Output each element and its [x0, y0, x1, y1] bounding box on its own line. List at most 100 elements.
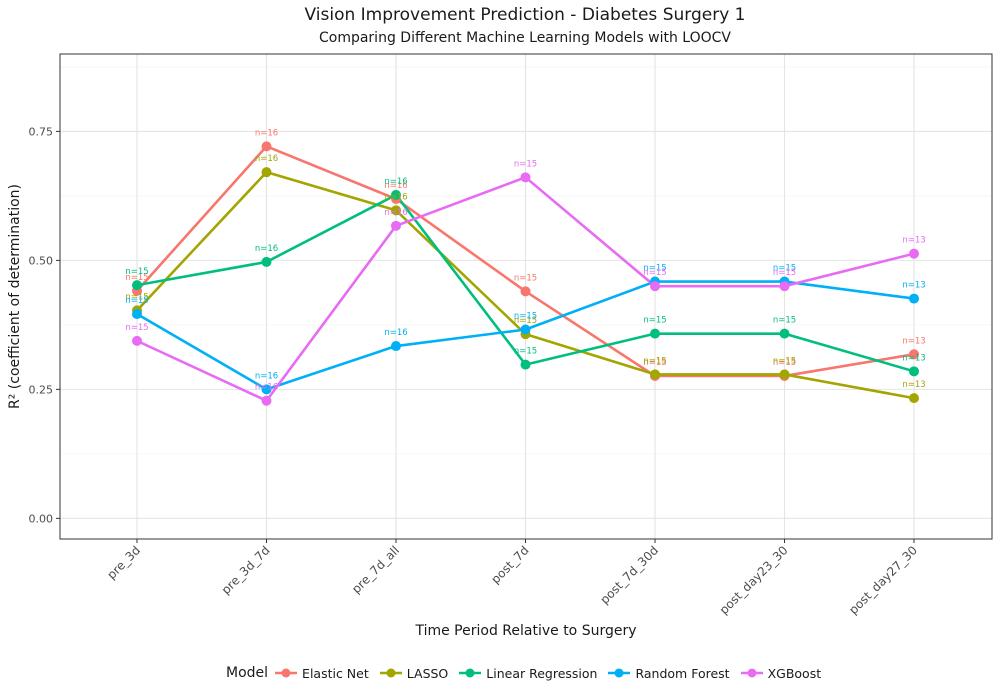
legend-key-point: [386, 668, 396, 678]
data-point: [391, 220, 401, 231]
data-label: n=16: [255, 371, 278, 381]
legend-key: [275, 668, 298, 678]
legend-key-point: [465, 668, 475, 678]
y-tick-label: 0.00: [29, 512, 54, 525]
data-point: [391, 205, 401, 216]
legend-item: XGBoost: [740, 665, 822, 681]
legend-key-point: [281, 668, 291, 678]
data-label: n=13: [902, 336, 925, 346]
data-label: n=15: [125, 296, 148, 306]
data-point: [779, 328, 790, 339]
x-tick-label: pre_3d: [104, 543, 143, 582]
data-point: [391, 341, 401, 352]
x-tick-label: post_7d_30d: [597, 543, 661, 607]
data-label: n=15: [773, 264, 796, 274]
x-tick-label: post_7d: [488, 543, 531, 586]
legend-label: LASSO: [406, 665, 449, 681]
legend-key: [740, 668, 763, 678]
data-label: n=16: [384, 177, 407, 187]
data-point: [520, 359, 531, 370]
y-axis-label: R² (coefficient of determination): [7, 184, 23, 409]
data-point: [909, 248, 919, 259]
data-label: n=15: [773, 358, 796, 368]
data-point: [650, 328, 660, 339]
data-point: [909, 349, 919, 360]
data-label: n=15: [514, 159, 537, 169]
legend-label: XGBoost: [767, 665, 822, 681]
data-label: n=15: [773, 316, 796, 326]
data-point: [520, 172, 531, 183]
data-label: n=15: [643, 356, 666, 366]
legend-label: Random Forest: [635, 665, 730, 681]
chart-title: Vision Improvement Prediction - Diabetes…: [304, 5, 746, 25]
legend-key-point: [747, 668, 757, 678]
data-point: [132, 280, 142, 291]
legend-item: Linear Regression: [458, 665, 597, 681]
data-point: [650, 369, 660, 380]
data-point: [391, 189, 401, 200]
data-label: n=16: [255, 128, 278, 138]
data-point: [261, 384, 272, 395]
data-point: [909, 293, 919, 304]
data-point: [261, 395, 272, 406]
data-label: n=16: [384, 181, 407, 191]
legend-item: Random Forest: [607, 665, 730, 681]
data-point: [909, 393, 919, 404]
data-point: [520, 286, 531, 297]
data-label: n=15: [643, 316, 666, 326]
data-label: n=15: [514, 273, 537, 283]
y-tick-label: 0.25: [29, 383, 54, 396]
legend-label: Elastic Net: [302, 665, 369, 681]
data-point: [261, 167, 272, 178]
data-label: n=16: [255, 383, 278, 393]
data-label: n=16: [384, 192, 407, 202]
data-label: n=15: [125, 292, 148, 302]
data-point: [779, 281, 790, 292]
data-label: n=16: [255, 154, 278, 164]
data-label: n=16: [255, 244, 278, 254]
chart-subtitle: Comparing Different Machine Learning Mod…: [318, 30, 731, 46]
legend-item: LASSO: [379, 665, 449, 681]
data-label: n=13: [902, 236, 925, 246]
legend-key-point: [614, 668, 624, 678]
data-point: [132, 309, 142, 320]
data-label: n=15: [125, 323, 148, 333]
data-label: n=15: [643, 358, 666, 368]
legend-item: Elastic Net: [274, 665, 369, 681]
x-tick-label: pre_3d_7d: [219, 543, 273, 597]
data-point: [650, 281, 660, 292]
data-label: n=13: [902, 281, 925, 291]
data-point: [779, 369, 790, 380]
data-point: [909, 366, 919, 377]
legend-key: [379, 668, 402, 678]
x-axis-label: Time Period Relative to Surgery: [414, 623, 636, 639]
data-label: n=16: [384, 328, 407, 338]
legend-label: Linear Regression: [486, 665, 598, 681]
legend-key: [608, 668, 631, 678]
data-label: n=16: [384, 208, 407, 218]
data-label: n=15: [773, 268, 796, 278]
x-tick-label: post_day27_30: [846, 543, 920, 617]
legend: Model Elastic Net LASSO Linear Regression R…: [226, 662, 831, 684]
data-label: n=15: [514, 316, 537, 326]
x-tick-label: post_day23_30: [717, 543, 791, 617]
data-label: n=15: [125, 273, 148, 283]
data-point: [132, 335, 142, 346]
data-label: n=15: [773, 356, 796, 366]
data-label: n=15: [643, 264, 666, 274]
data-label: n=13: [902, 380, 925, 390]
x-tick-label: pre_7d_all: [349, 543, 402, 596]
legend-title: Model: [226, 665, 269, 681]
y-tick-label: 0.75: [29, 125, 54, 138]
data-point: [261, 256, 272, 267]
data-label: n=13: [902, 353, 925, 363]
data-point: [520, 324, 531, 335]
plot-border: [59, 53, 993, 540]
legend-key: [459, 668, 482, 678]
data-label: n=15: [514, 312, 537, 322]
data-label: n=15: [643, 268, 666, 278]
data-label: n=15: [125, 267, 148, 277]
y-tick-label: 0.50: [29, 254, 54, 267]
data-label: n=15: [514, 347, 537, 357]
